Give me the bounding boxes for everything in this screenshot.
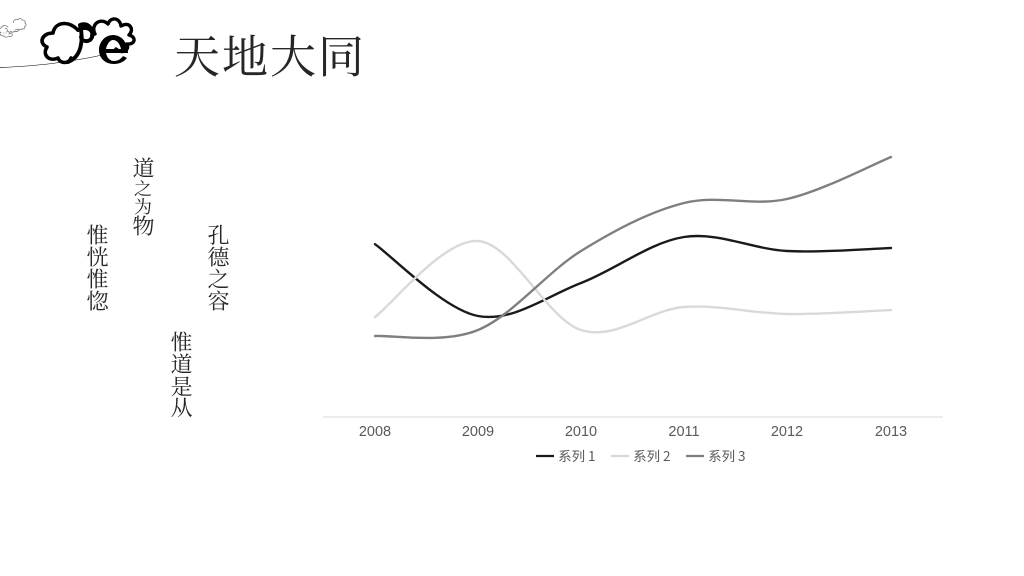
svg-text:2009: 2009 [462,424,494,440]
svg-text:2011: 2011 [668,424,699,440]
svg-text:2008: 2008 [359,424,391,440]
svg-text:系列 2: 系列 2 [633,445,671,465]
svg-text:系列 3: 系列 3 [708,445,746,465]
svg-text:2012: 2012 [771,424,803,440]
svg-text:2010: 2010 [565,424,597,440]
svg-text:系列 1: 系列 1 [558,445,596,465]
svg-text:2013: 2013 [875,424,907,440]
